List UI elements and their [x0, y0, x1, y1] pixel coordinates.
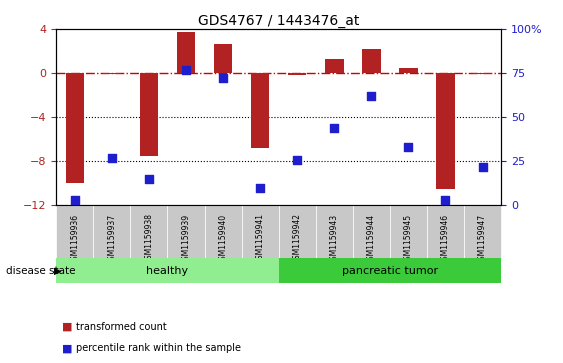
Text: pancreatic tumor: pancreatic tumor: [342, 266, 438, 276]
Bar: [177, 32, 195, 73]
Bar: [102, 73, 121, 74]
Text: GSM1159941: GSM1159941: [256, 213, 265, 264]
Text: GSM1159946: GSM1159946: [441, 213, 450, 265]
Text: GSM1159944: GSM1159944: [367, 213, 376, 265]
Text: GSM1159939: GSM1159939: [181, 213, 190, 265]
Bar: [362, 49, 381, 73]
Text: ■: ■: [62, 343, 73, 354]
Point: [108, 155, 117, 161]
Bar: [131, 205, 168, 258]
Bar: [251, 73, 270, 148]
Bar: [214, 45, 233, 73]
Text: disease state: disease state: [6, 266, 75, 276]
Bar: [353, 205, 390, 258]
Text: healthy: healthy: [146, 266, 189, 276]
Text: GSM1159942: GSM1159942: [293, 213, 302, 264]
Bar: [436, 73, 455, 189]
Text: GSM1159938: GSM1159938: [145, 213, 154, 264]
Point: [404, 144, 413, 150]
Point: [256, 185, 265, 191]
Point: [441, 197, 450, 203]
Text: GSM1159936: GSM1159936: [70, 213, 79, 265]
Bar: [56, 205, 93, 258]
Text: GSM1159943: GSM1159943: [330, 213, 339, 265]
Bar: [242, 205, 279, 258]
Bar: [325, 59, 343, 73]
Text: GSM1159945: GSM1159945: [404, 213, 413, 265]
Bar: [399, 68, 418, 73]
Bar: [288, 73, 306, 76]
Point: [293, 157, 302, 163]
Bar: [65, 73, 84, 183]
Bar: [279, 205, 316, 258]
Text: ▶: ▶: [53, 266, 61, 276]
Text: ■: ■: [62, 322, 73, 332]
Point: [367, 93, 376, 99]
Text: GSM1159940: GSM1159940: [218, 213, 227, 265]
Title: GDS4767 / 1443476_at: GDS4767 / 1443476_at: [198, 14, 359, 28]
Bar: [316, 205, 353, 258]
Bar: [473, 73, 492, 74]
Bar: [464, 205, 501, 258]
Text: percentile rank within the sample: percentile rank within the sample: [76, 343, 241, 354]
Bar: [204, 205, 242, 258]
Point: [181, 67, 190, 73]
Bar: [427, 205, 464, 258]
Point: [145, 176, 154, 182]
Text: GSM1159947: GSM1159947: [478, 213, 487, 265]
Bar: [140, 73, 158, 156]
Point: [218, 76, 227, 81]
Text: transformed count: transformed count: [76, 322, 167, 332]
Text: GSM1159937: GSM1159937: [108, 213, 117, 265]
Bar: [56, 258, 279, 283]
Point: [70, 197, 79, 203]
Point: [330, 125, 339, 131]
Point: [478, 164, 487, 170]
Bar: [168, 205, 204, 258]
Bar: [93, 205, 131, 258]
Bar: [279, 258, 520, 283]
Bar: [390, 205, 427, 258]
